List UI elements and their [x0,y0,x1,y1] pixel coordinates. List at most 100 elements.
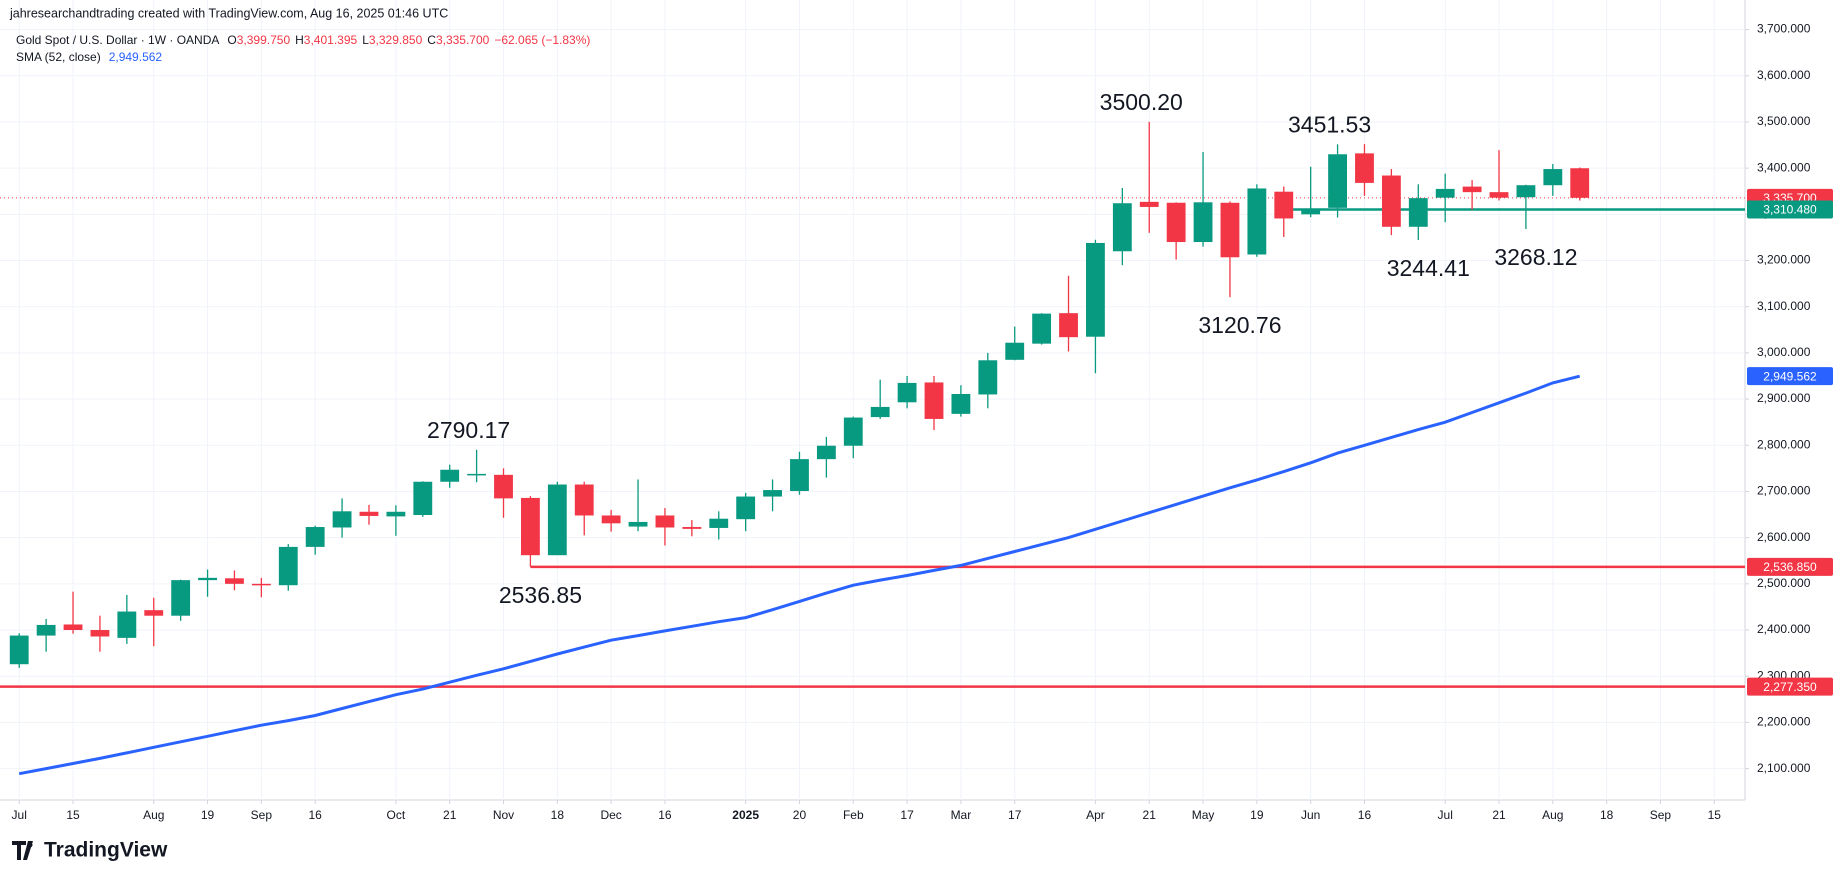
x-tick-label: 16 [658,808,672,822]
price-badge-label: 2,277.350 [1763,680,1817,694]
price-badge-label: 2,949.562 [1763,369,1817,383]
x-tick-label: 16 [1358,808,1372,822]
price-badge-label: 3,310.480 [1763,203,1817,217]
candle-body [90,630,110,637]
candle-body [628,521,648,527]
candle-body [736,496,756,520]
candle-body [1139,201,1159,207]
x-tick-label: 17 [1008,808,1022,822]
x-tick-label: 21 [443,808,457,822]
price-badge [1747,367,1833,386]
candle-body [1543,169,1563,186]
x-tick-label: Feb [843,808,864,822]
price-annotation: 3120.76 [1198,312,1281,338]
ohlc-key: C [427,33,436,47]
candle-body [225,578,244,584]
candle-body [386,511,406,517]
logo-dot [27,842,33,848]
x-tick-label: 21 [1143,808,1157,822]
candle-body [359,511,379,516]
ohlc-key: L [362,33,369,47]
y-tick-label: 3,000.000 [1757,345,1811,359]
axes: 2,100.0002,200.0002,300.0002,400.0002,50… [12,22,1833,822]
x-tick-label: May [1192,808,1215,822]
y-tick-label: 3,500.000 [1757,114,1811,128]
y-tick-label: 3,700.000 [1757,22,1811,36]
ohlc-value: 3,399.750 [237,33,291,47]
candle-body [521,497,540,556]
x-tick-label: 19 [201,808,215,822]
price-badge [1747,557,1833,576]
candle-body [655,515,675,528]
candle-body [1462,186,1482,193]
y-tick-label: 2,400.000 [1757,622,1811,636]
ohlc-value: 3,335.700 [436,33,490,47]
candle-body [897,382,917,403]
y-tick-label: 3,200.000 [1757,253,1811,267]
price-annotation: 3268.12 [1494,244,1577,270]
y-tick-label: 3,400.000 [1757,160,1811,174]
candle-body [1032,313,1052,344]
candle-body [763,490,782,497]
x-tick-label: 18 [551,808,565,822]
credit: jahresearchandtrading created with Tradi… [9,6,448,20]
price-badge [1747,677,1833,696]
x-tick-label: 21 [1492,808,1506,822]
x-tick-label: 15 [66,808,80,822]
grid [0,0,1745,800]
x-tick-label: Sep [251,808,273,822]
y-tick-label: 2,200.000 [1757,715,1811,729]
candle-body [36,624,56,636]
x-tick-label: Apr [1086,808,1105,822]
y-tick-label: 2,800.000 [1757,437,1811,451]
candle-body [251,583,271,586]
x-tick-label: 18 [1600,808,1614,822]
sma-value: 2,949.562 [109,50,163,64]
x-tick-label: 19 [1250,808,1264,822]
candle-body [978,360,998,395]
candle-body [1220,202,1240,258]
ohlc-value: 3,401.395 [304,33,358,47]
sma-name: SMA (52, close) [16,50,101,64]
candle-body [1274,191,1294,219]
x-tick-label: 2025 [732,808,759,822]
candle-body [1516,185,1536,198]
candle-body [843,417,863,446]
x-tick-label: Aug [1542,808,1563,822]
sma-line [18,374,1581,776]
candle-body [790,459,809,491]
y-tick-label: 2,500.000 [1757,576,1811,590]
candle-body [1381,175,1401,227]
candle-body [332,511,352,528]
candle-body [1166,202,1186,243]
x-tick-label: Jul [1438,808,1453,822]
footer-logo: TradingView [12,839,168,862]
price-annotation: 3244.41 [1387,255,1470,281]
price-annotation: 3500.20 [1100,89,1183,115]
x-tick-label: Sep [1650,808,1672,822]
x-tick-label: Mar [951,808,972,822]
candle-body [601,515,621,524]
candle-body [709,518,729,528]
candle-body [682,527,702,529]
candle-body [413,481,433,516]
candle-body [1086,242,1105,337]
candle-body [1355,153,1374,183]
x-tick-label: 17 [900,808,914,822]
candle-body [63,624,83,631]
ohlc-value: 3,329.850 [369,33,423,47]
candle-body [1005,342,1025,360]
x-tick-label: Aug [143,808,164,822]
y-tick-label: 3,600.000 [1757,68,1811,82]
candle-body [1570,168,1590,198]
candle-body [816,445,836,460]
x-tick-label: Oct [387,808,406,822]
symbol-legend: Gold Spot / U.S. Dollar · 1W · OANDA O3,3… [16,33,590,47]
price-badge [1747,200,1833,219]
candle-body [870,406,890,418]
price-annotation: 2790.17 [427,417,510,443]
y-tick-label: 2,600.000 [1757,530,1811,544]
sma-legend: SMA (52, close) 2,949.562 [16,50,162,64]
candle-body [1489,192,1509,198]
